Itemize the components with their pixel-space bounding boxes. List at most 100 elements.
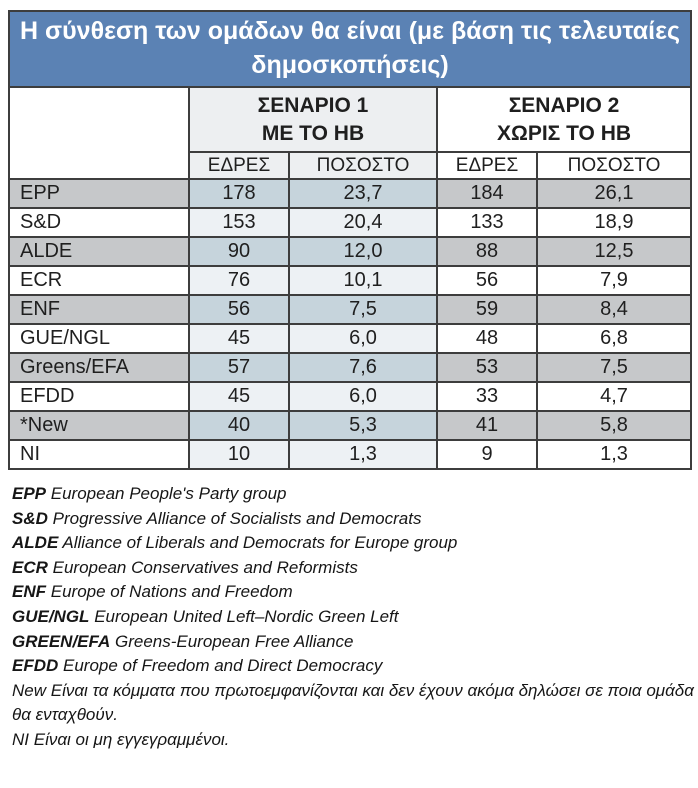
footnote-text: Progressive Alliance of Socialists and D… <box>52 508 422 528</box>
percent-cell: 18,9 <box>535 207 693 238</box>
footnote-text: Europe of Nations and Freedom <box>50 582 293 602</box>
scenario1-line1: ΣΕΝΑΡΙΟ 1 <box>257 94 369 118</box>
corner-blank-cell <box>8 86 190 180</box>
footnote-text: Είναι τα κόμματα που πρωτοεμφανίζονται κ… <box>12 680 694 725</box>
table-row: NI 10 1,3 9 1,3 <box>8 439 693 470</box>
percent-cell: 8,4 <box>535 294 693 325</box>
seats-cell: 88 <box>436 236 538 267</box>
footnote-term: EFDD <box>12 656 59 676</box>
percent-cell: 6,8 <box>535 323 693 354</box>
footnote-term: GREEN/EFA <box>12 631 111 651</box>
row-label: GUE/NGL <box>8 323 190 354</box>
page: Η σύνθεση των ομάδων θα είναι (με βάση τ… <box>7 10 696 753</box>
subheader-row: ΕΔΡΕΣ ΠΟΣΟΣΤΟ ΕΔΡΕΣ ΠΟΣΟΣΤΟ <box>9 151 693 180</box>
percent-cell: 12,5 <box>535 236 693 267</box>
percent-cell: 7,6 <box>288 352 438 383</box>
seats-cell: 48 <box>436 323 538 354</box>
scenario2-line2: ΧΩΡΙΣ ΤΟ ΗΒ <box>496 121 632 145</box>
footnote-term: EPP <box>12 484 47 503</box>
scenario2-header: ΣΕΝΑΡΙΟ 2 ΧΩΡΙΣ ΤΟ ΗΒ <box>435 86 693 153</box>
percent-cell: 6,0 <box>288 323 438 354</box>
percent-cell: 4,7 <box>535 381 693 412</box>
footnote-term: ENF <box>12 582 46 602</box>
seats-cell: 56 <box>188 294 290 325</box>
footnote-term: GUE/NGL <box>12 606 90 626</box>
row-label: ECR <box>8 265 190 296</box>
footnote-term: ECR <box>12 557 48 577</box>
scenario2-line1: ΣΕΝΑΡΙΟ 2 <box>508 94 620 118</box>
footnote-text: European United Left–Nordic Green Left <box>94 606 399 626</box>
row-label: NI <box>8 439 190 470</box>
seats-cell: 184 <box>436 178 538 209</box>
seats-cell: 9 <box>436 439 538 470</box>
footnote: ENF Europe of Nations and Freedom <box>12 580 696 605</box>
footnote-term: ALDE <box>12 533 59 553</box>
percent-cell: 6,0 <box>288 381 438 412</box>
footnote-term: NI <box>12 729 29 749</box>
table-row: EPP 178 23,7 184 26,1 <box>8 178 693 209</box>
scenario1-seats-header: ΕΔΡΕΣ <box>188 151 290 180</box>
percent-cell: 1,3 <box>535 439 693 470</box>
table-body: EPP 178 23,7 184 26,1 S&D 153 20,4 133 18,9 ALDE 90… <box>8 178 693 470</box>
scenario2-percent-header: ΠΟΣΟΣΤΟ <box>535 151 693 180</box>
percent-cell: 5,3 <box>288 410 438 441</box>
scenario1-header: ΣΕΝΑΡΙΟ 1 ΜΕ ΤΟ ΗΒ <box>188 86 438 153</box>
footnote-term: New <box>12 680 47 700</box>
footnote: ALDE Alliance of Liberals and Democrats … <box>12 531 696 556</box>
table-row: GUE/NGL 45 6,0 48 6,8 <box>8 323 693 354</box>
table-row: ENF 56 7,5 59 8,4 <box>8 294 693 325</box>
percent-cell: 20,4 <box>288 207 438 238</box>
seats-cell: 45 <box>188 323 290 354</box>
seats-cell: 10 <box>188 439 290 470</box>
footnote: NI Είναι οι μη εγγεγραμμένοι. <box>12 728 696 753</box>
row-label: EFDD <box>8 381 190 412</box>
row-label: ENF <box>8 294 190 325</box>
seats-cell: 45 <box>188 381 290 412</box>
percent-cell: 7,5 <box>535 352 693 383</box>
row-label: S&D <box>8 207 190 238</box>
footnote-term: S&D <box>12 508 48 528</box>
table-title: Η σύνθεση των ομάδων θα είναι (με βάση τ… <box>7 10 693 88</box>
seats-cell: 41 <box>436 410 538 441</box>
percent-cell: 23,7 <box>288 178 438 209</box>
scenario-header-row: ΣΕΝΑΡΙΟ 1 ΜΕ ΤΟ ΗΒ ΣΕΝΑΡΙΟ 2 ΧΩΡΙΣ ΤΟ ΗΒ <box>8 86 693 180</box>
table-row: EFDD 45 6,0 33 4,7 <box>8 381 693 412</box>
row-label: EPP <box>8 178 190 209</box>
footnote: EFDD Europe of Freedom and Direct Democr… <box>12 654 696 679</box>
row-label: ALDE <box>8 236 190 267</box>
footnote-text: Alliance of Liberals and Democrats for E… <box>62 533 458 553</box>
footnote-text: Είναι οι μη εγγεγραμμένοι. <box>33 729 230 749</box>
percent-cell: 10,1 <box>288 265 438 296</box>
table-row: ALDE 90 12,0 88 12,5 <box>8 236 693 267</box>
title-row: Η σύνθεση των ομάδων θα είναι (με βάση τ… <box>7 10 693 88</box>
seats-cell: 153 <box>188 207 290 238</box>
footnote: S&D Progressive Alliance of Socialists a… <box>12 507 696 532</box>
seats-cell: 59 <box>436 294 538 325</box>
seats-cell: 133 <box>436 207 538 238</box>
seats-cell: 56 <box>436 265 538 296</box>
percent-cell: 1,3 <box>288 439 438 470</box>
table-row: S&D 153 20,4 133 18,9 <box>8 207 693 238</box>
row-label: Greens/EFA <box>8 352 190 383</box>
footnote: New Είναι τα κόμματα που πρωτοεμφανίζοντ… <box>12 679 696 728</box>
footnote-text: Greens-European Free Alliance <box>114 631 354 651</box>
footnote-text: European People's Party group <box>50 484 287 503</box>
table-row: *New 40 5,3 41 5,8 <box>8 410 693 441</box>
percent-cell: 12,0 <box>288 236 438 267</box>
seats-cell: 33 <box>436 381 538 412</box>
poll-composition-table: Η σύνθεση των ομάδων θα είναι (με βάση τ… <box>7 10 693 470</box>
footnote: GREEN/EFA Greens-European Free Alliance <box>12 630 696 655</box>
footnote-text: Europe of Freedom and Direct Democracy <box>63 656 383 676</box>
percent-cell: 26,1 <box>535 178 693 209</box>
footnote: EPP European People's Party group <box>12 482 696 507</box>
seats-cell: 57 <box>188 352 290 383</box>
scenario1-percent-header: ΠΟΣΟΣΤΟ <box>288 151 438 180</box>
percent-cell: 7,5 <box>288 294 438 325</box>
footnote-text: European Conservatives and Reformists <box>52 557 358 577</box>
scenario1-line2: ΜΕ ΤΟ ΗΒ <box>261 121 365 145</box>
seats-cell: 40 <box>188 410 290 441</box>
footnote: GUE/NGL European United Left–Nordic Gree… <box>12 605 696 630</box>
seats-cell: 90 <box>188 236 290 267</box>
table-row: Greens/EFA 57 7,6 53 7,5 <box>8 352 693 383</box>
percent-cell: 7,9 <box>535 265 693 296</box>
